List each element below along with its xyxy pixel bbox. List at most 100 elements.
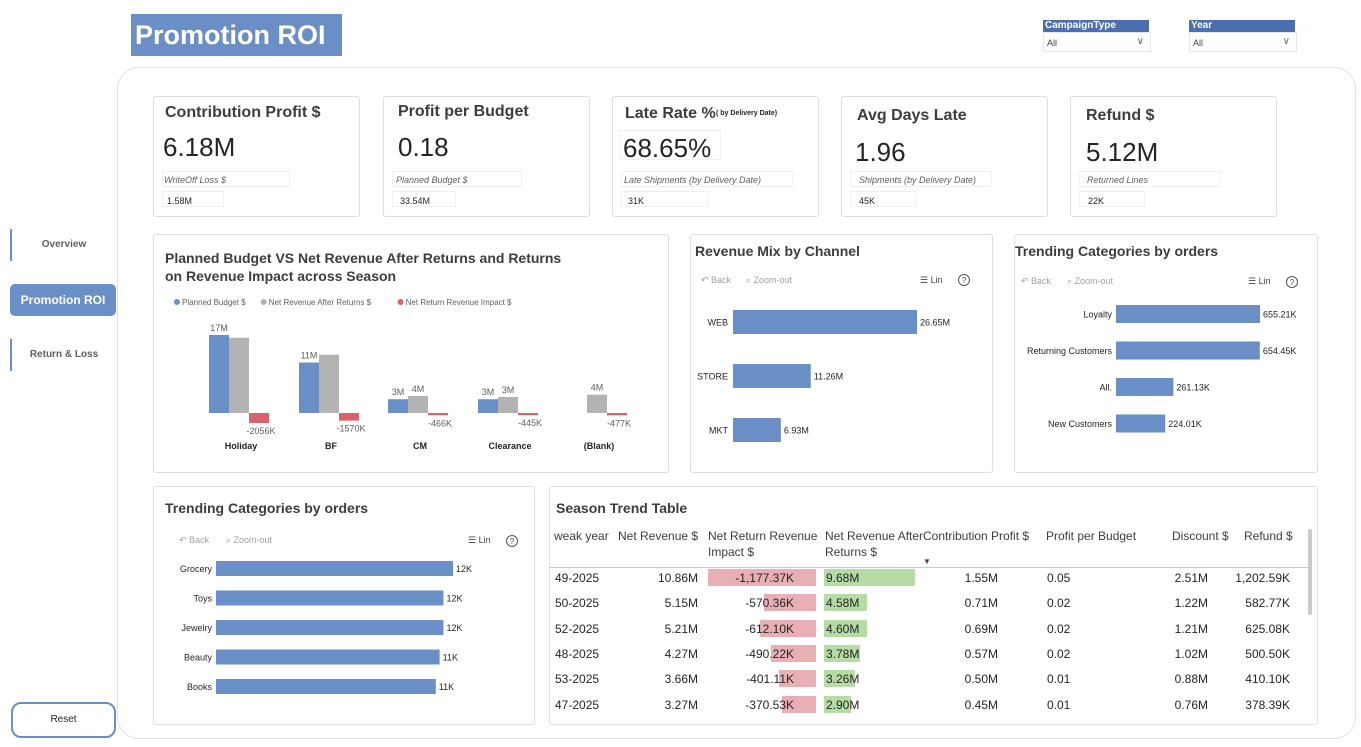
table-cell: 0.76M [1174, 697, 1208, 712]
after-returns-databar [824, 695, 852, 713]
data-label: 12K [456, 564, 472, 574]
back-button[interactable]: ↶ Back [179, 535, 210, 545]
column-header[interactable]: Contribution Profit $ [923, 529, 1030, 543]
after-returns-databar [824, 619, 868, 637]
bar [216, 649, 440, 665]
table-cell: 9.68M [826, 571, 860, 585]
back-button[interactable]: ↶ Back [701, 275, 732, 285]
impact-databar [771, 644, 816, 662]
campaign-type-slicer[interactable]: CampaignType All ∨ [1043, 20, 1151, 52]
kpi-card-late-rate: Late Rate % ( by Delivery Date) 68.65% L… [612, 96, 819, 217]
zoom-out-button[interactable]: ⌕ Zoom-out [1067, 276, 1114, 286]
season-bar [498, 396, 518, 413]
help-icon[interactable]: ? [506, 535, 518, 547]
data-label: -466K [428, 418, 452, 428]
nav-promotion-roi[interactable]: Promotion ROI [10, 284, 116, 316]
kpi-value: 5.12M [1086, 137, 1159, 167]
data-label: -2056K [246, 426, 275, 436]
category-label: BF [325, 441, 337, 451]
kpi-value: 1.96 [855, 137, 906, 167]
table-cell: 0.71M [964, 596, 998, 611]
kpi-sub-value: 1.58M [167, 196, 193, 206]
year-slicer[interactable]: Year All ∨ [1189, 20, 1297, 52]
after-returns-databar [824, 569, 915, 586]
legend-marker [260, 299, 267, 305]
linear-scale-toggle[interactable]: ☰ Lin [1248, 276, 1271, 286]
table-row[interactable]: 52-2025 5.21M -612.10K 4.60M 0.69M 0.02 1.21M 6… [550, 619, 1310, 644]
campaign-type-dropdown[interactable]: All ∨ [1043, 32, 1151, 52]
impact-databar [759, 619, 816, 637]
table-cell: 53-2025 [555, 672, 600, 687]
chevron-down-icon: ∨ [1136, 36, 1144, 47]
category-label: MKT [709, 426, 729, 436]
table-cell: 0.02 [1047, 646, 1071, 661]
category-label: Books [187, 682, 213, 692]
help-icon[interactable]: ? [1286, 276, 1298, 288]
channel-chart-plot: WEB 26.65M STORE 11.26M MKT 6.93M [697, 310, 950, 442]
column-header[interactable]: Net Revenue After Returns $ [825, 529, 924, 559]
category-label: Beauty [184, 653, 213, 663]
nav-overview[interactable]: Overview [10, 229, 116, 261]
bar [1116, 414, 1166, 433]
linear-scale-toggle[interactable]: ☰ Lin [920, 275, 943, 285]
zoom-out-button[interactable]: ⌕ Zoom-out [226, 535, 273, 545]
table-cell: 0.69M [964, 621, 998, 636]
nav-return-loss[interactable]: Return & Loss [10, 339, 116, 371]
table-cell: 1.21M [1174, 621, 1208, 636]
season-bar [388, 399, 408, 413]
kpi-sub-value: 45K [859, 196, 876, 206]
kpi-sub-label: Shipments (by Delivery Date) [859, 175, 977, 185]
year-dropdown[interactable]: All ∨ [1189, 32, 1297, 52]
season-bar [209, 335, 229, 413]
reset-button[interactable]: Reset [11, 702, 116, 738]
kpi-title: Late Rate % [625, 105, 716, 122]
column-header[interactable]: Discount $ [1172, 529, 1229, 543]
column-header[interactable]: Net Revenue $ [618, 529, 699, 543]
bar [216, 620, 444, 635]
table-scrollbar[interactable] [1308, 529, 1312, 615]
data-label: 6.93M [784, 426, 809, 436]
season-bar [478, 399, 498, 413]
bar [216, 561, 453, 576]
table-cell: 0.01 [1047, 697, 1071, 712]
impact-databar [782, 695, 816, 713]
chart-title: Planned Budget VS Net Revenue After Retu… [165, 250, 562, 284]
year-label: Year [1189, 20, 1295, 32]
legend-label: Net Revenue After Returns $ [269, 298, 372, 307]
table-header: weak year Net Revenue $ Net Return Revenue… [550, 528, 1310, 568]
table-cell: 0.02 [1047, 621, 1071, 636]
table-cell: 4.58M [826, 596, 860, 611]
data-label: 261.13K [1176, 383, 1210, 393]
bar [1116, 341, 1260, 360]
linear-scale-toggle[interactable]: ☰ Lin [468, 535, 491, 545]
column-header[interactable]: Net Return Revenue Impact $ [708, 529, 818, 559]
legend-marker [174, 299, 180, 305]
category-label: (Blank) [584, 441, 615, 451]
season-trend-table: Season Trend Table weak year Net Revenue … [549, 486, 1318, 725]
zoom-out-button[interactable]: ⌕ Zoom-out [746, 275, 793, 285]
kpi-card-contribution-profit: Contribution Profit $ 6.18M WriteOff Los… [153, 96, 360, 217]
legend-label: Planned Budget $ [182, 298, 246, 307]
table-row[interactable]: 48-2025 4.27M -490.22K 3.78M 0.57M 0.02 1.02M 5… [550, 644, 1310, 669]
table-cell: 582.77K [1245, 596, 1290, 611]
column-header[interactable]: Refund $ [1244, 529, 1293, 543]
table-row[interactable]: 47-2025 3.27M -370.53K 2.90M 0.45M 0.01 0.76M 3… [550, 695, 1310, 720]
kpi-value: 68.65% [623, 133, 712, 163]
kpi-sub-value: 22K [1088, 196, 1105, 206]
table-row[interactable]: 50-2025 5.15M -570.36K 4.58M 0.71M 0.02 1.22M 5… [550, 593, 1310, 618]
table-row[interactable]: 49-2025 10.86M -1,177.37K 9.68M 1.55M 0.05 2.5… [550, 568, 1310, 593]
help-icon[interactable]: ? [958, 274, 970, 286]
column-header[interactable]: Profit per Budget [1046, 529, 1137, 543]
season-bar [299, 362, 319, 413]
category-label: Clearance [488, 441, 531, 451]
segment-orders-chart: Trending Categories by orders ↶ Back ⌕ Z… [1014, 234, 1318, 473]
table-cell: 0.01 [1047, 672, 1071, 687]
column-header[interactable]: weak year [554, 529, 609, 543]
chart-title: Trending Categories by orders [1015, 243, 1219, 259]
kpi-sub-label: WriteOff Loss $ [164, 175, 227, 185]
season-bar [229, 337, 249, 413]
table-cell: 3.78M [826, 646, 860, 661]
kpi-value: 6.18M [163, 132, 236, 162]
table-row[interactable]: 53-2025 3.66M -401.11K 3.26M 0.50M 0.01 0.88M 4… [550, 669, 1310, 694]
back-button[interactable]: ↶ Back [1021, 276, 1052, 286]
